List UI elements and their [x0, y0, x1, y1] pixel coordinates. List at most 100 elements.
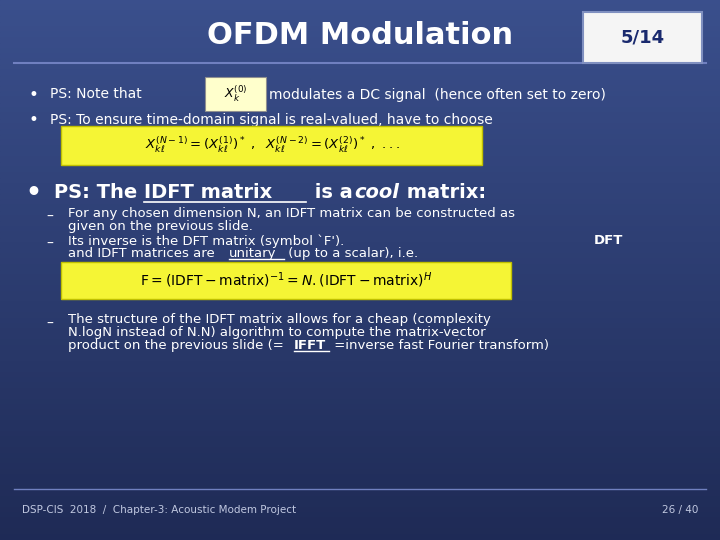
Bar: [0, 200, 720, 205]
Bar: [0, 535, 720, 540]
Bar: [0, 232, 720, 238]
Bar: [0, 54, 720, 59]
Bar: [0, 259, 720, 265]
Bar: [0, 502, 720, 508]
Bar: [0, 248, 720, 254]
Bar: [0, 32, 720, 38]
Bar: [0, 113, 720, 119]
FancyBboxPatch shape: [61, 262, 511, 299]
Bar: [0, 184, 720, 189]
Bar: [0, 146, 720, 151]
Bar: [0, 151, 720, 157]
Text: 26 / 40: 26 / 40: [662, 505, 698, 515]
Bar: [0, 243, 720, 248]
Bar: [0, 405, 720, 410]
Text: PS: Note that: PS: Note that: [50, 87, 142, 102]
Bar: [0, 65, 720, 70]
Bar: [0, 313, 720, 319]
Text: OFDM Modulation: OFDM Modulation: [207, 21, 513, 50]
Bar: [0, 340, 720, 346]
Bar: [0, 491, 720, 497]
Text: $\mathrm{F} = (\mathrm{IDFT}-\mathrm{matrix})^{-1} = N.(\mathrm{IDFT}-\mathrm{ma: $\mathrm{F} = (\mathrm{IDFT}-\mathrm{mat…: [140, 271, 433, 290]
Bar: [0, 124, 720, 130]
Text: •: •: [29, 111, 39, 129]
Bar: [0, 140, 720, 146]
Text: Its inverse is the DFT matrix (symbol `F').: Its inverse is the DFT matrix (symbol `F…: [68, 234, 345, 247]
Bar: [0, 119, 720, 124]
Bar: [0, 378, 720, 383]
Bar: [0, 135, 720, 140]
Bar: [0, 335, 720, 340]
Bar: [0, 389, 720, 394]
Bar: [0, 59, 720, 65]
Bar: [0, 81, 720, 86]
Text: IFFT: IFFT: [294, 339, 326, 352]
Bar: [0, 351, 720, 356]
Bar: [0, 270, 720, 275]
Bar: [0, 281, 720, 286]
Text: IDFT matrix: IDFT matrix: [144, 183, 272, 202]
FancyBboxPatch shape: [61, 126, 482, 165]
Bar: [0, 443, 720, 448]
Bar: [0, 416, 720, 421]
Text: –: –: [47, 210, 54, 224]
Bar: [0, 513, 720, 518]
Bar: [0, 324, 720, 329]
Bar: [0, 27, 720, 32]
Bar: [0, 410, 720, 416]
Bar: [0, 76, 720, 81]
Text: is a: is a: [308, 183, 360, 202]
Bar: [0, 194, 720, 200]
Bar: [0, 529, 720, 535]
Bar: [0, 254, 720, 259]
Bar: [0, 292, 720, 297]
Text: The structure of the IDFT matrix allows for a cheap (complexity: The structure of the IDFT matrix allows …: [68, 313, 491, 326]
Bar: [0, 22, 720, 27]
Bar: [0, 356, 720, 362]
Bar: [0, 265, 720, 270]
Text: matrix:: matrix:: [400, 183, 486, 202]
Text: –: –: [47, 317, 54, 331]
Bar: [0, 486, 720, 491]
Bar: [0, 302, 720, 308]
Bar: [0, 400, 720, 405]
Bar: [0, 470, 720, 475]
Bar: [0, 464, 720, 470]
Bar: [0, 178, 720, 184]
Bar: [0, 11, 720, 16]
Text: DSP-CIS  2018  /  Chapter-3: Acoustic Modem Project: DSP-CIS 2018 / Chapter-3: Acoustic Modem…: [22, 505, 296, 515]
Text: $X_k^{(0)}$: $X_k^{(0)}$: [224, 84, 248, 104]
Bar: [0, 421, 720, 427]
Text: •: •: [29, 85, 39, 104]
Text: and IDFT matrices are: and IDFT matrices are: [68, 247, 220, 260]
Text: =inverse fast Fourier transform): =inverse fast Fourier transform): [330, 339, 549, 352]
Bar: [0, 49, 720, 54]
Bar: [0, 43, 720, 49]
Bar: [0, 5, 720, 11]
Bar: [0, 275, 720, 281]
Bar: [0, 448, 720, 454]
Text: product on the previous slide (=: product on the previous slide (=: [68, 339, 284, 352]
Text: DFT: DFT: [594, 234, 624, 247]
Text: given on the previous slide.: given on the previous slide.: [68, 220, 253, 233]
Bar: [0, 130, 720, 135]
Text: PS: To ensure time-domain signal is real-valued, have to choose: PS: To ensure time-domain signal is real…: [50, 113, 493, 127]
Bar: [0, 394, 720, 400]
Text: $X_{k\ell}^{(N-1)}=(X_{k\ell}^{(1)})^*\ ,\ \ X_{k\ell}^{(N-2)}=(X_{k\ell}^{(2)}): $X_{k\ell}^{(N-1)}=(X_{k\ell}^{(1)})^*\ …: [145, 135, 400, 156]
Text: modulates a DC signal  (hence often set to zero): modulates a DC signal (hence often set t…: [269, 87, 606, 102]
Bar: [0, 432, 720, 437]
Bar: [0, 459, 720, 464]
Bar: [0, 427, 720, 432]
Bar: [0, 308, 720, 313]
Text: cool: cool: [354, 183, 399, 202]
Text: For any chosen dimension N, an IDFT matrix can be constructed as: For any chosen dimension N, an IDFT matr…: [68, 207, 516, 220]
Bar: [0, 221, 720, 227]
Text: –: –: [47, 237, 54, 251]
FancyBboxPatch shape: [583, 12, 702, 63]
Bar: [0, 475, 720, 481]
Bar: [0, 103, 720, 108]
Bar: [0, 205, 720, 211]
Bar: [0, 227, 720, 232]
Bar: [0, 497, 720, 502]
Text: 5/14: 5/14: [621, 28, 665, 46]
